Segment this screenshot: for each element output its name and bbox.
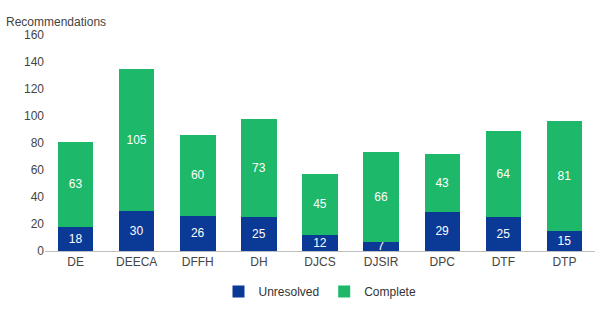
svg-text:26: 26 [191,226,205,240]
svg-text:43: 43 [435,176,449,190]
svg-text:0: 0 [37,244,44,258]
svg-text:DH: DH [250,255,267,269]
svg-text:DJCS: DJCS [304,255,335,269]
svg-text:Complete: Complete [364,285,416,299]
svg-text:63: 63 [69,177,83,191]
svg-text:DEECA: DEECA [116,255,157,269]
svg-text:66: 66 [374,190,388,204]
svg-text:DE: DE [67,255,84,269]
svg-text:105: 105 [126,133,146,147]
svg-text:Unresolved: Unresolved [259,285,320,299]
svg-text:60: 60 [31,163,45,177]
svg-text:80: 80 [31,136,45,150]
svg-text:Recommendations: Recommendations [6,15,106,29]
svg-text:64: 64 [496,167,510,181]
svg-text:12: 12 [313,236,327,250]
svg-text:DFFH: DFFH [182,255,214,269]
svg-text:140: 140 [24,55,44,69]
svg-text:25: 25 [496,227,510,241]
svg-text:25: 25 [252,227,266,241]
svg-text:30: 30 [130,224,144,238]
svg-text:81: 81 [558,169,572,183]
svg-text:7: 7 [378,239,385,253]
svg-text:DTF: DTF [492,255,515,269]
svg-text:DJSIR: DJSIR [364,255,399,269]
svg-text:DPC: DPC [430,255,456,269]
svg-text:73: 73 [252,161,266,175]
svg-text:160: 160 [24,28,44,42]
svg-text:DTP: DTP [552,255,576,269]
svg-text:120: 120 [24,82,44,96]
svg-text:20: 20 [31,217,45,231]
svg-text:40: 40 [31,190,45,204]
svg-text:29: 29 [435,224,449,238]
svg-text:15: 15 [558,234,572,248]
svg-text:18: 18 [69,232,83,246]
svg-text:60: 60 [191,168,205,182]
svg-text:100: 100 [24,109,44,123]
svg-text:45: 45 [313,197,327,211]
